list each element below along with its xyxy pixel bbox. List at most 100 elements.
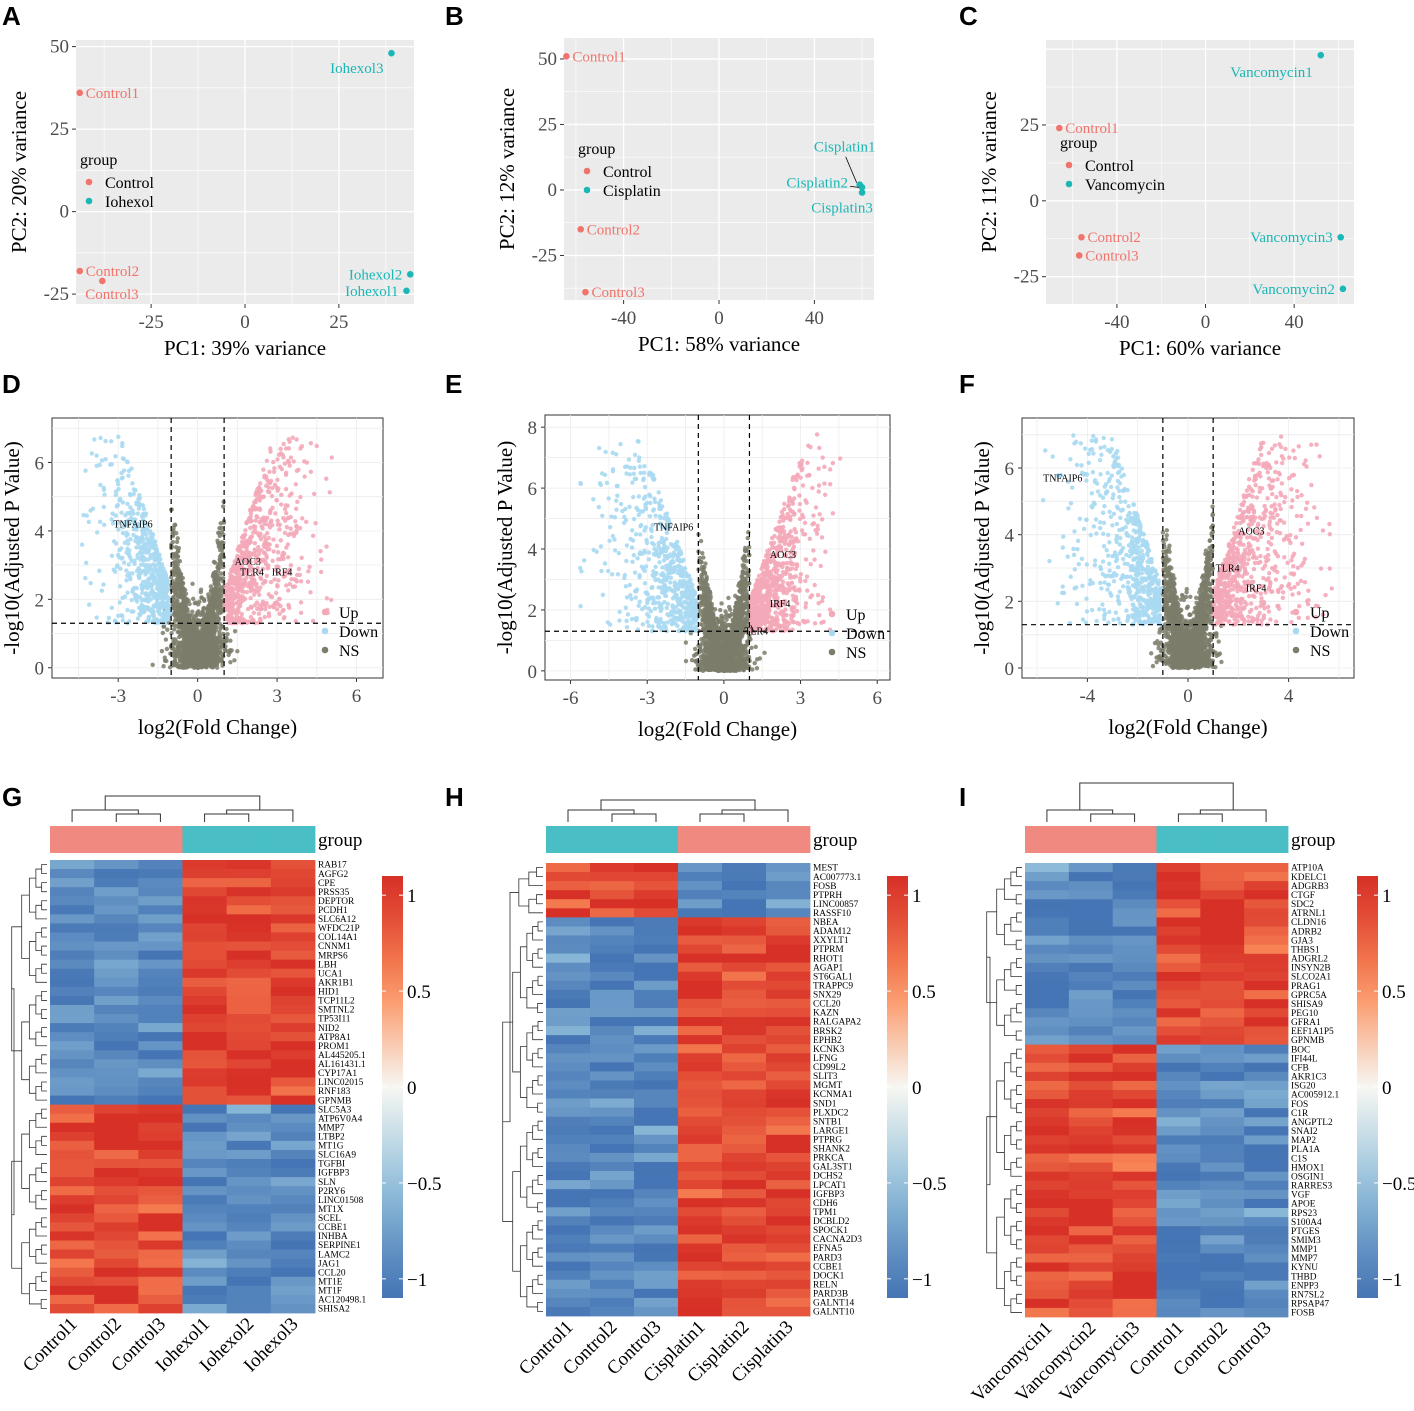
- pca-point: [388, 49, 395, 57]
- up-point: [296, 566, 302, 572]
- pca-point: [1337, 233, 1345, 241]
- down-point: [131, 491, 136, 497]
- ns-point: [208, 632, 213, 638]
- down-point: [120, 595, 125, 601]
- legend-label: Control: [603, 164, 652, 181]
- legend-key: [583, 167, 591, 175]
- up-point: [308, 590, 313, 595]
- y-tick-label: 0: [60, 202, 70, 223]
- pca-point-label: Control3: [591, 285, 644, 301]
- up-point: [264, 573, 269, 579]
- ns-point: [183, 591, 189, 597]
- pca-point-label: Vancomycin3: [1250, 230, 1332, 246]
- legend-title: group: [1060, 135, 1097, 152]
- down-point: [154, 586, 160, 591]
- up-point: [252, 507, 258, 512]
- up-point: [284, 524, 290, 530]
- ns-point: [692, 646, 698, 652]
- x-tick-label: -40: [1104, 312, 1129, 333]
- down-point: [99, 588, 105, 593]
- up-point: [265, 531, 270, 536]
- up-point: [281, 455, 286, 460]
- ns-point: [187, 638, 193, 643]
- ns-point: [192, 600, 197, 606]
- down-point: [116, 434, 121, 440]
- up-point: [318, 549, 323, 554]
- up-point: [298, 610, 304, 615]
- ns-point: [701, 609, 706, 615]
- x-axis-title: PC1: 39% variance: [164, 336, 326, 360]
- ns-point: [209, 642, 215, 648]
- down-point: [136, 567, 142, 572]
- ns-point: [175, 548, 181, 553]
- ns-point: [184, 625, 190, 631]
- down-point: [124, 578, 129, 583]
- legend-key: [85, 178, 93, 186]
- ns-point: [740, 569, 745, 574]
- down-point: [116, 554, 122, 560]
- down-point: [117, 584, 123, 589]
- up-point: [284, 510, 289, 516]
- ns-point: [700, 551, 705, 556]
- up-point: [226, 596, 232, 601]
- ns-point: [218, 626, 223, 631]
- ns-point: [203, 647, 209, 652]
- up-point: [252, 540, 258, 546]
- down-point: [143, 511, 149, 516]
- down-point: [113, 454, 118, 459]
- up-point: [295, 499, 300, 505]
- down-point: [83, 468, 88, 473]
- pca-point: [406, 271, 414, 278]
- pca-point-label: Control2: [1087, 230, 1140, 246]
- down-point: [150, 562, 156, 567]
- ns-point: [196, 644, 201, 650]
- down-point: [136, 544, 142, 550]
- up-point: [240, 594, 246, 599]
- up-point: [311, 491, 317, 497]
- up-point: [279, 492, 284, 498]
- pca-point: [1055, 124, 1063, 132]
- down-point: [109, 605, 115, 611]
- ns-point: [188, 656, 194, 661]
- panel-letter: D: [2, 369, 21, 399]
- y-axis-title: PC2: 20% variance: [7, 91, 31, 253]
- ns-point: [206, 614, 211, 619]
- up-point: [265, 565, 271, 570]
- down-point: [139, 514, 145, 519]
- ns-point: [169, 544, 175, 550]
- up-point: [243, 544, 248, 549]
- up-point: [306, 569, 311, 574]
- up-point: [270, 558, 275, 564]
- ns-point: [175, 553, 180, 559]
- down-point: [115, 478, 120, 483]
- down-point: [150, 576, 156, 581]
- down-point: [137, 575, 142, 581]
- ns-point: [194, 617, 199, 622]
- ns-point: [227, 649, 233, 654]
- ns-point: [217, 607, 222, 612]
- up-point: [262, 475, 267, 480]
- up-point: [257, 481, 263, 486]
- up-point: [270, 485, 275, 491]
- legend-key: [321, 646, 329, 654]
- ns-point: [180, 649, 185, 655]
- x-tick-label: 25: [329, 312, 348, 333]
- y-axis-title: -log10(Adjusted P Value): [0, 441, 24, 654]
- down-point: [121, 560, 127, 565]
- ns-point: [181, 598, 187, 603]
- legend-key: [1065, 180, 1073, 188]
- up-point: [288, 514, 293, 520]
- up-point: [271, 459, 276, 465]
- ns-point: [175, 598, 180, 604]
- pca-point: [76, 267, 84, 275]
- up-point: [251, 610, 257, 616]
- up-point: [252, 588, 258, 594]
- down-point: [94, 453, 99, 458]
- up-point: [279, 466, 285, 472]
- up-point: [278, 451, 284, 456]
- up-point: [276, 578, 281, 583]
- up-point: [264, 483, 269, 488]
- pca-point: [858, 189, 866, 196]
- up-point: [235, 601, 240, 606]
- y-tick-label: 0: [35, 659, 45, 680]
